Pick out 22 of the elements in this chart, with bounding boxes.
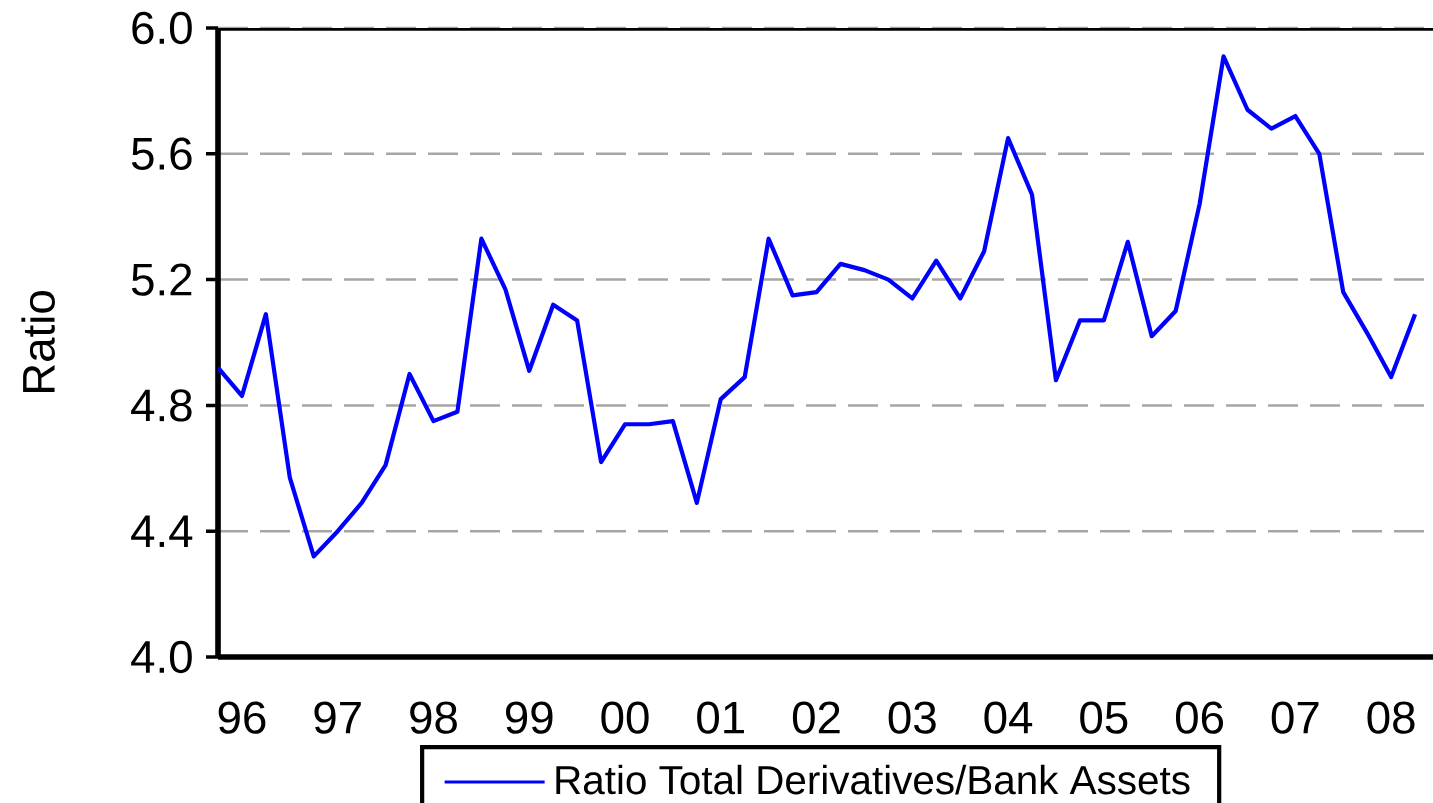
x-tick-label: 97 bbox=[314, 701, 361, 734]
legend-label: Ratio Total Derivatives/Bank Assets bbox=[556, 764, 1190, 795]
x-tick-label: 03 bbox=[888, 701, 936, 734]
y-tick-label: 5.6 bbox=[131, 137, 192, 170]
x-tick-label: 00 bbox=[601, 701, 649, 734]
y-tick-label: 4.0 bbox=[131, 640, 192, 674]
x-tick-label: 08 bbox=[1367, 701, 1415, 734]
y-tick-label: 6.0 bbox=[132, 11, 192, 45]
x-tick-label: 06 bbox=[1175, 701, 1224, 734]
x-tick-label: 01 bbox=[697, 701, 744, 734]
y-tick-label: 4.4 bbox=[131, 515, 193, 547]
line-series bbox=[218, 54, 1418, 559]
x-tick-label: 07 bbox=[1271, 701, 1319, 734]
x-tick-label: 96 bbox=[218, 701, 266, 734]
x-tick-label: 04 bbox=[984, 701, 1033, 734]
x-tick-label: 05 bbox=[1080, 701, 1128, 734]
x-tick-label: 98 bbox=[410, 701, 457, 734]
y-tick-label: 5.2 bbox=[131, 263, 192, 296]
x-tick-label: 02 bbox=[792, 701, 840, 734]
y-tick-label: 4.8 bbox=[131, 389, 192, 422]
x-tick-label: 99 bbox=[505, 701, 553, 734]
y-axis-title: Ratio bbox=[21, 291, 55, 393]
